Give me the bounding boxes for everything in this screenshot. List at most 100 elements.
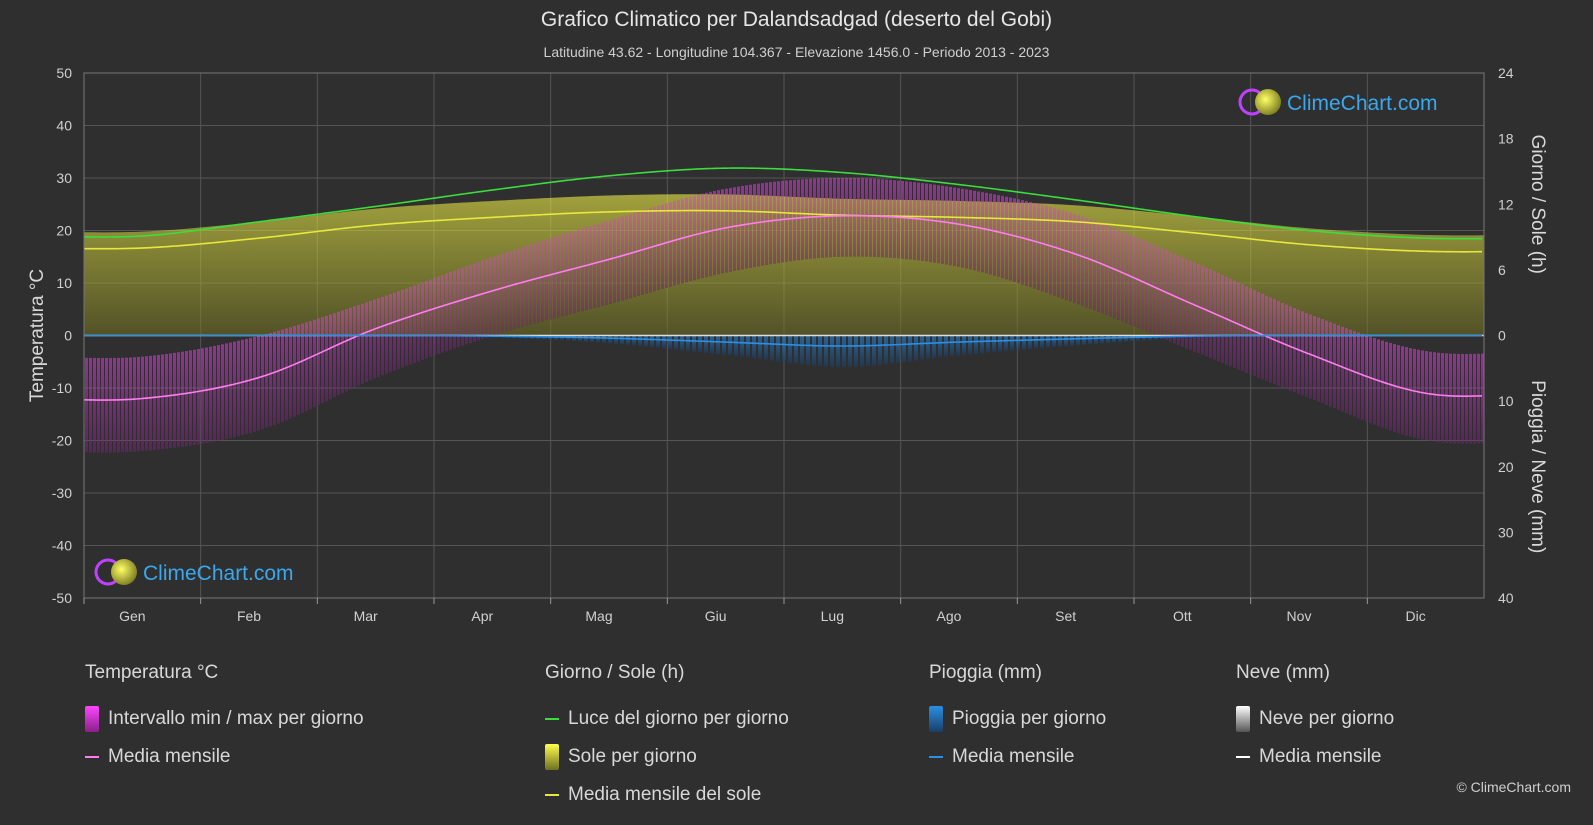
- temp-range-bar: [237, 340, 240, 437]
- temp-range-bar: [1381, 340, 1384, 428]
- temp-range-bar: [401, 289, 404, 368]
- x-tick-label: Gen: [119, 608, 145, 624]
- temp-range-bar: [793, 179, 796, 261]
- temp-range-bar: [973, 190, 976, 271]
- temp-range-bar: [1409, 348, 1412, 437]
- temp-range-bar: [721, 189, 724, 274]
- rain-bar: [782, 335, 786, 363]
- temp-range-bar: [245, 338, 248, 435]
- temp-range-bar: [537, 242, 540, 323]
- temp-range-bar: [445, 273, 448, 352]
- temp-range-bar: [1161, 248, 1164, 339]
- daylight-line-icon: [545, 718, 559, 720]
- temp-range-bar: [989, 193, 992, 275]
- temp-range-bar: [709, 191, 712, 277]
- temp-range-bar: [1269, 297, 1272, 383]
- temp-range-bar: [437, 276, 440, 355]
- temp-range-bar: [541, 240, 544, 322]
- legend-item-sun-daily: Sole per giorno: [545, 738, 789, 776]
- y-axis-label-left: Temperatura °C: [27, 269, 48, 402]
- rain-bar: [1112, 335, 1116, 343]
- temp-range-bar: [1173, 253, 1176, 344]
- rain-bar: [758, 335, 762, 360]
- rain-bar: [992, 335, 996, 353]
- temp-range-bar: [217, 345, 220, 441]
- temp-range-bar: [1025, 201, 1028, 286]
- temp-range-bar: [773, 181, 776, 264]
- rain-bar: [584, 335, 588, 342]
- temp-range-bar: [229, 342, 232, 439]
- temp-range-bar: [185, 351, 188, 447]
- temp-range-bar: [1349, 329, 1352, 415]
- rain-bar: [686, 335, 690, 351]
- temp-range-bar: [509, 251, 512, 331]
- rain-bar: [746, 335, 750, 358]
- rain-bar: [1136, 335, 1140, 341]
- legend-item-label: Neve per giorno: [1259, 708, 1395, 729]
- temp-range-bar: [1397, 345, 1400, 434]
- temp-range-bar: [1177, 255, 1180, 345]
- temp-range-bar: [85, 357, 88, 453]
- temp-range-bar: [1445, 353, 1448, 443]
- x-tick-label: Giu: [705, 608, 727, 624]
- rain-bar: [710, 335, 714, 354]
- temp-range-bar: [353, 306, 356, 388]
- rain-bar: [956, 335, 960, 356]
- rain-bar: [1034, 335, 1038, 349]
- temp-range-bar: [241, 339, 244, 436]
- rain-bar: [866, 335, 870, 367]
- chart-title: Grafico Climatico per Dalandsadgad (dese…: [540, 8, 1053, 31]
- temp-range-bar: [1217, 273, 1220, 362]
- temp-range-bar: [889, 179, 892, 258]
- rain-bar: [1016, 335, 1020, 351]
- temp-range-bar: [1109, 226, 1112, 317]
- x-tick-label: Set: [1055, 608, 1076, 624]
- temp-range-bar: [105, 358, 108, 453]
- temp-range-bar: [597, 223, 600, 308]
- temp-range-bar: [861, 178, 864, 257]
- temp-range-bar: [569, 232, 572, 315]
- temp-range-bar: [397, 291, 400, 370]
- temp-range-bar: [197, 348, 200, 445]
- temp-range-bar: [289, 327, 292, 419]
- temp-range-bar: [969, 190, 972, 270]
- temp-range-bar: [873, 178, 876, 257]
- rain-bar: [1106, 335, 1110, 344]
- temp-range-bar: [717, 190, 720, 275]
- x-tick-label: Feb: [237, 608, 261, 624]
- temp-range-bar: [1405, 347, 1408, 436]
- temp-range-bar: [857, 178, 860, 257]
- temp-range-bar: [321, 317, 324, 404]
- temp-range-bar: [1169, 251, 1172, 342]
- rain-bar: [878, 335, 882, 366]
- temp-range-bar: [333, 313, 336, 398]
- temp-range-bar: [97, 358, 100, 453]
- temp-range-bar: [393, 292, 396, 371]
- temp-range-bar: [469, 264, 472, 344]
- temp-range-bar: [377, 298, 380, 377]
- rain-bar: [764, 335, 768, 360]
- temp-range-bar: [809, 178, 812, 259]
- temp-range-bar: [1393, 344, 1396, 432]
- temp-range-bar: [1165, 250, 1168, 340]
- temp-range-bar: [225, 343, 228, 440]
- rain-bar: [1070, 335, 1074, 346]
- legend-item-rain-daily: Pioggia per giorno: [929, 700, 1106, 738]
- legend-item-temp-mean: Media mensile: [85, 738, 364, 776]
- temp-range-bar: [777, 181, 780, 264]
- legend-item-label: Media mensile: [108, 746, 231, 767]
- temp-range-bar: [961, 188, 964, 268]
- temp-range-bar: [705, 192, 708, 278]
- legend-sun: Giorno / Sole (h) Luce del giorno per gi…: [545, 662, 789, 814]
- temp-range-bar: [501, 253, 504, 333]
- temp-range-bar: [1145, 241, 1148, 332]
- temp-range-bar: [1229, 278, 1232, 367]
- temp-range-bar: [613, 218, 616, 303]
- temp-range-bar: [1305, 312, 1308, 397]
- legend-item-snow-daily: Neve per giorno: [1236, 700, 1394, 738]
- rain-bar: [722, 335, 726, 355]
- temp-range-bar: [1237, 282, 1240, 370]
- legend-temperature-header: Temperatura °C: [85, 662, 219, 683]
- temp-range-bar: [837, 178, 840, 257]
- temp-range-bar: [221, 344, 224, 440]
